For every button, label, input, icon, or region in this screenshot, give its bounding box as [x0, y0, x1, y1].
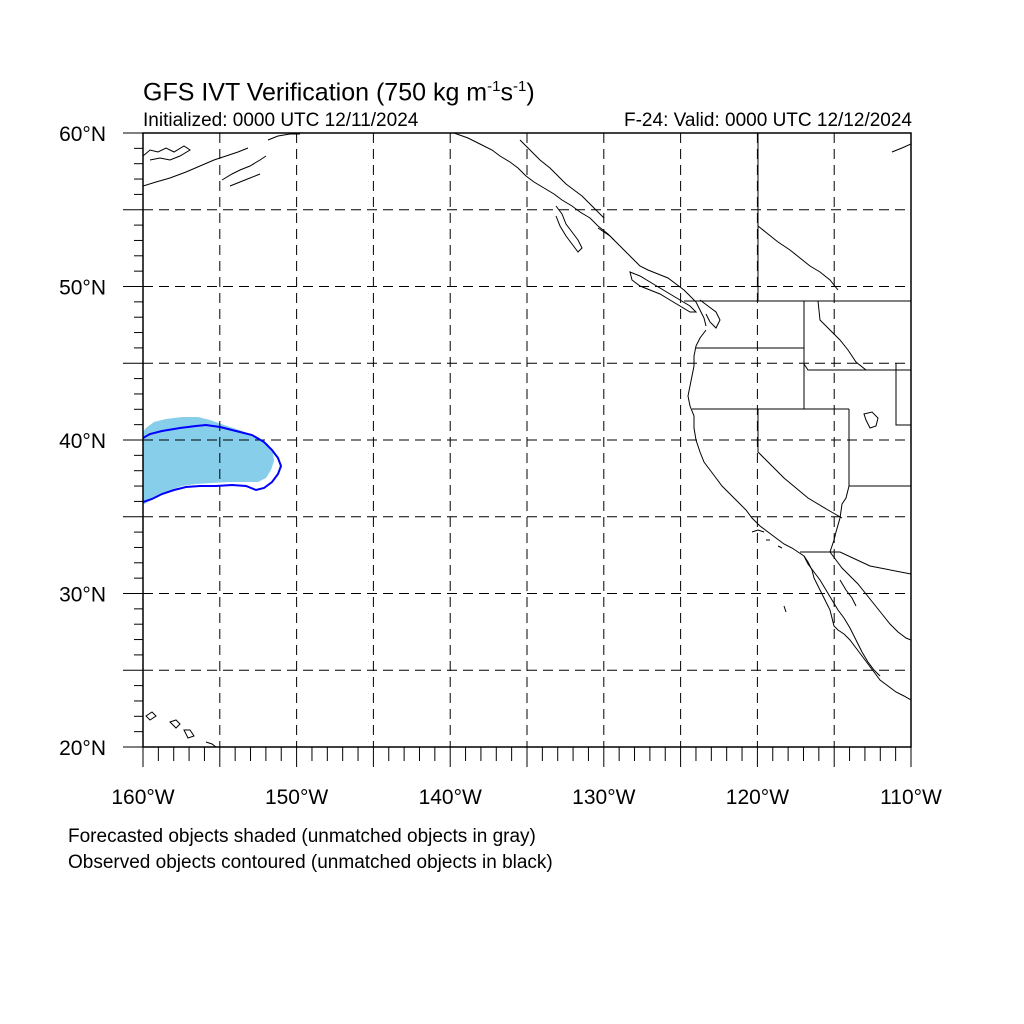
latitude-label: 60°N	[59, 123, 106, 146]
observed-object	[143, 423, 283, 503]
map-title: GFS IVT Verification (750 kg m-1s-1)	[143, 78, 535, 107]
latitude-label: 40°N	[59, 430, 106, 453]
forecast-caption: Forecasted objects shaded (unmatched obj…	[68, 826, 536, 847]
longitude-label: 130°W	[572, 786, 635, 809]
axis-ticks	[123, 132, 912, 767]
longitude-labels: 160°W 150°W 140°W 130°W 120°W 110°W	[111, 786, 942, 809]
longitude-label: 140°W	[419, 786, 482, 809]
longitude-label: 110°W	[880, 786, 942, 809]
latitude-label: 50°N	[59, 277, 106, 300]
latitude-label: 20°N	[59, 737, 106, 760]
latitude-labels: 60°N 50°N 40°N 30°N 20°N	[59, 123, 106, 760]
political-boundaries	[684, 133, 911, 575]
graticule	[143, 133, 911, 747]
coastlines	[143, 133, 911, 747]
valid-time-label: F-24: Valid: 0000 UTC 12/12/2024	[624, 110, 912, 131]
longitude-label: 150°W	[265, 786, 328, 809]
forecast-object	[143, 417, 274, 505]
latitude-label: 30°N	[59, 584, 106, 607]
init-time-label: Initialized: 0000 UTC 12/11/2024	[143, 110, 419, 131]
longitude-label: 120°W	[726, 786, 789, 809]
longitude-label: 160°W	[111, 786, 174, 809]
observed-caption: Observed objects contoured (unmatched ob…	[68, 852, 553, 873]
